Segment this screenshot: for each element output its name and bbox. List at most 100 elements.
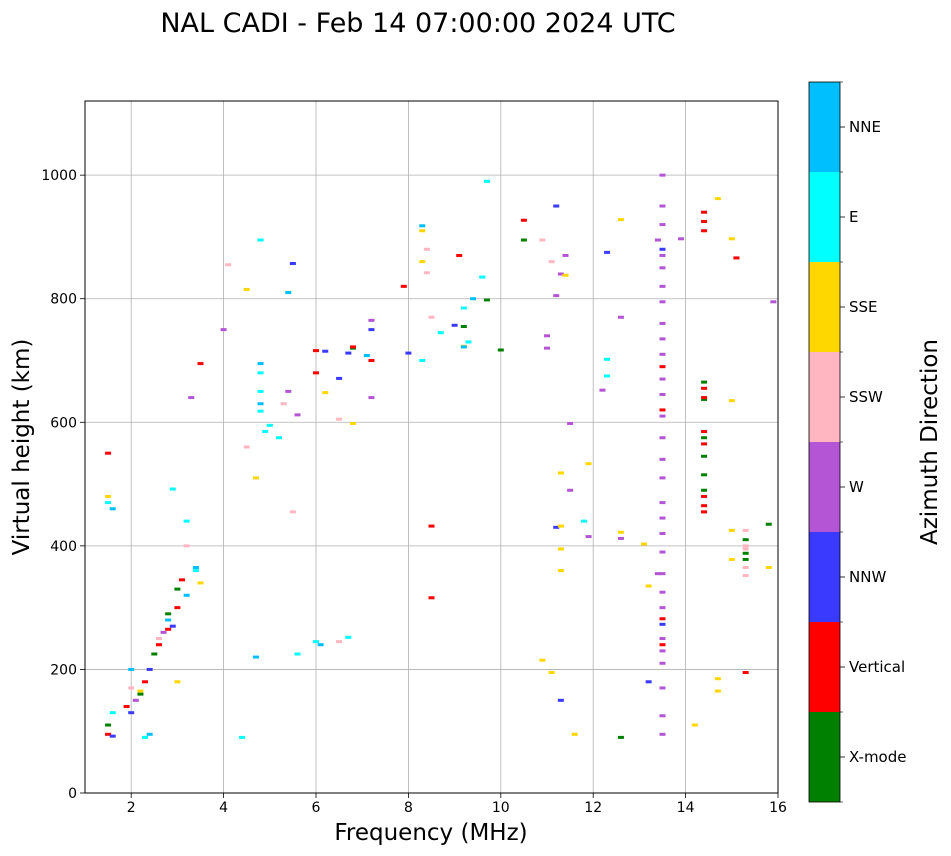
data-point [317, 643, 324, 647]
data-point [363, 354, 370, 358]
data-point [109, 507, 116, 511]
data-point [483, 298, 490, 302]
colorbar-segment [809, 532, 840, 622]
data-point [174, 587, 181, 591]
data-point [701, 430, 708, 434]
data-point [349, 422, 356, 426]
data-point [585, 535, 592, 539]
series-sse [105, 197, 772, 736]
data-point [742, 538, 749, 542]
data-point [659, 266, 666, 270]
colorbar-tick-label: SSW [849, 388, 883, 406]
data-point [252, 476, 259, 480]
data-point [557, 524, 564, 528]
colorbar-segment [809, 622, 840, 712]
x-tick-label: 12 [584, 800, 602, 816]
data-point [701, 219, 708, 223]
data-point [289, 510, 296, 514]
series-w [132, 173, 777, 736]
data-point [617, 735, 624, 739]
data-point [192, 569, 199, 573]
data-point [243, 445, 250, 449]
colorbar-tick-label: NNW [849, 568, 886, 586]
data-point [604, 357, 611, 361]
data-point [105, 451, 112, 455]
data-point [659, 365, 666, 369]
data-point [654, 572, 661, 576]
data-point [691, 723, 698, 727]
y-axis-label: Virtual height (km) [9, 339, 35, 556]
data-point [567, 488, 574, 492]
data-point [349, 345, 356, 349]
y-tick-label: 0 [68, 786, 77, 802]
data-point [659, 457, 666, 461]
data-point [742, 557, 749, 561]
data-point [548, 260, 555, 264]
data-point [470, 297, 477, 301]
y-axis-ticks: 0 200 400 600 800 1000 [41, 168, 85, 802]
data-point [659, 476, 666, 480]
data-point [451, 323, 458, 327]
data-point [728, 237, 735, 241]
data-point [659, 606, 666, 610]
data-point [548, 671, 555, 675]
data-point [659, 392, 666, 396]
data-point [165, 627, 172, 631]
colorbar-tick-label: W [849, 478, 864, 496]
data-point [701, 386, 708, 390]
data-point [742, 574, 749, 578]
data-point [714, 677, 721, 681]
data-point [659, 223, 666, 227]
data-point [294, 413, 301, 417]
data-point [257, 402, 264, 406]
colorbar-tick-label: Vertical [849, 658, 905, 676]
data-point [105, 494, 112, 498]
colorbar-segment [809, 82, 840, 172]
data-point [580, 519, 587, 523]
x-tick-label: 16 [769, 800, 787, 816]
series-nnw [109, 204, 666, 738]
data-point [701, 436, 708, 440]
data-point [659, 622, 666, 626]
data-point [645, 584, 652, 588]
data-point [257, 371, 264, 375]
data-point [428, 524, 435, 528]
data-point [585, 462, 592, 466]
data-point [641, 542, 648, 546]
data-point [728, 528, 735, 532]
data-point [742, 551, 749, 555]
data-point [714, 689, 721, 693]
data-point [701, 488, 708, 492]
data-point [419, 359, 426, 362]
data-point [160, 630, 167, 634]
data-point [659, 300, 666, 304]
data-point [742, 528, 749, 532]
data-point [437, 331, 444, 335]
data-point [553, 204, 560, 208]
data-point [155, 643, 162, 647]
x-tick-label: 14 [677, 800, 695, 816]
colorbar-tick-label: X-mode [849, 748, 906, 766]
y-tick-label: 400 [50, 539, 77, 555]
data-point [557, 698, 564, 702]
data-point [460, 325, 467, 329]
series-vertical [105, 210, 749, 736]
data-point [701, 504, 708, 508]
x-tick-label: 2 [127, 800, 136, 816]
plot-frame [84, 100, 779, 794]
data-point [460, 345, 467, 349]
data-point [701, 442, 708, 446]
data-point [677, 237, 684, 241]
data-point [659, 253, 666, 257]
data-point [659, 643, 666, 647]
data-point [617, 218, 624, 222]
data-point [701, 397, 708, 401]
data-point [557, 569, 564, 573]
data-point [553, 294, 560, 298]
colorbar-segment [809, 172, 840, 262]
data-point [257, 409, 264, 413]
data-point [659, 617, 666, 621]
data-point [423, 271, 430, 275]
data-point [659, 337, 666, 341]
data-point [252, 655, 259, 659]
